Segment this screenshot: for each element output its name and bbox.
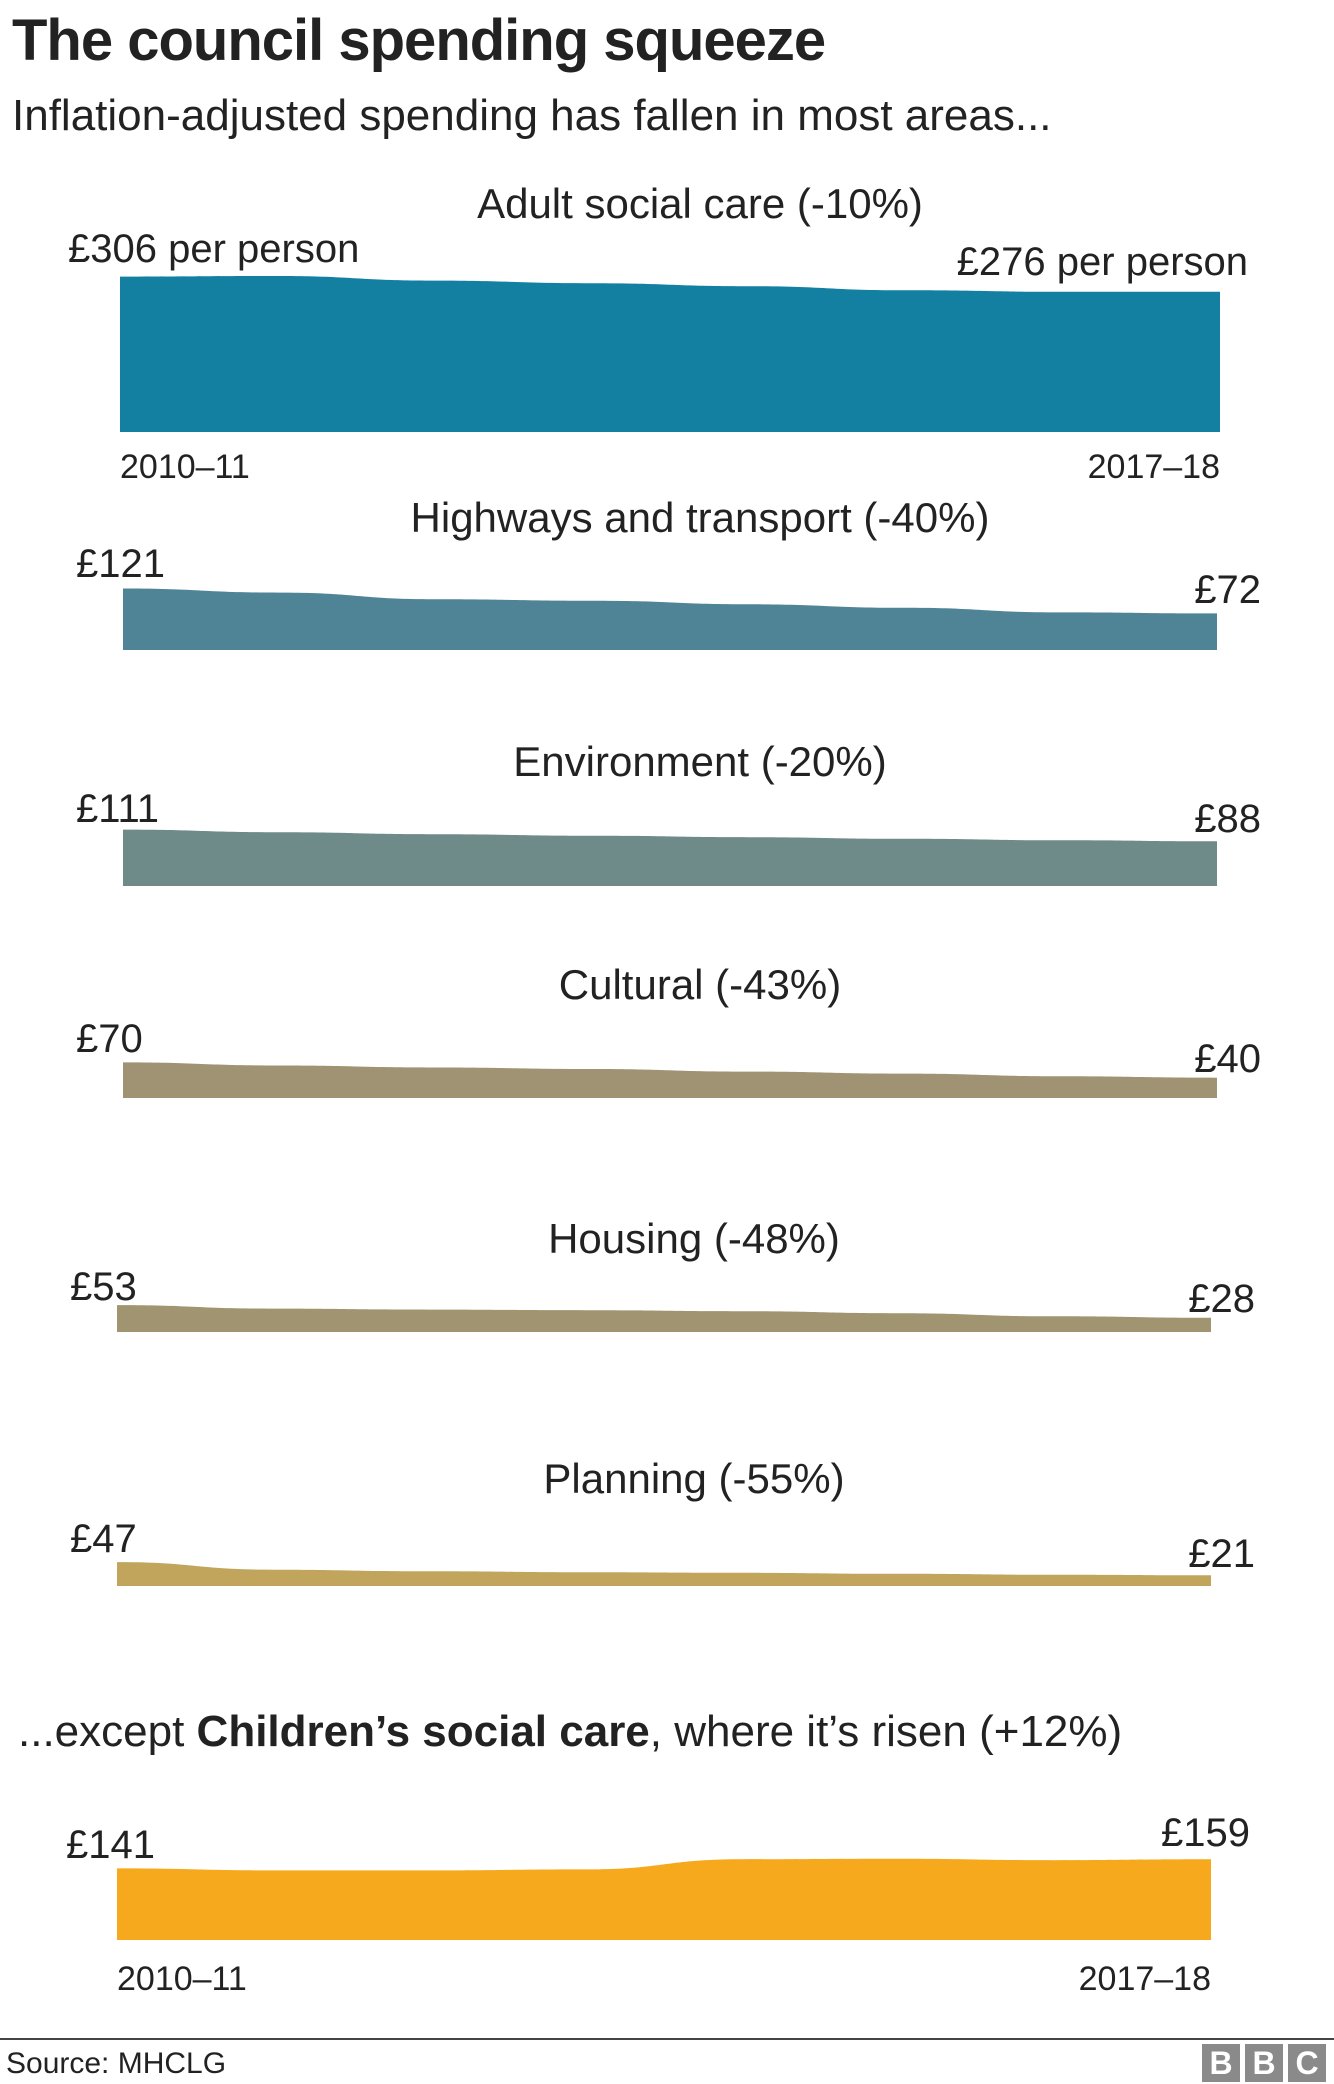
panel-title: Cultural (-43%)	[559, 961, 841, 1008]
panel-title: Adult social care (-10%)	[477, 180, 923, 227]
area-series	[117, 1858, 1211, 1940]
area-series	[120, 276, 1220, 432]
start-value-label: £121	[76, 542, 165, 586]
end-value-label: £40	[1194, 1037, 1261, 1081]
x-tick-label: 2010–11	[120, 448, 250, 486]
start-value-label: £47	[70, 1517, 137, 1561]
end-value-label: £276 per person	[957, 240, 1248, 284]
panel-title: Environment (-20%)	[513, 738, 886, 785]
except-prefix: ...except	[18, 1707, 197, 1756]
area-series	[123, 1062, 1217, 1098]
end-value-label: £21	[1188, 1532, 1255, 1576]
bbc-logo: B B C	[1202, 2044, 1326, 2082]
area-series	[117, 1305, 1211, 1332]
area-series	[117, 1562, 1211, 1586]
except-note: ...except Children’s social care, where …	[18, 1704, 1122, 1760]
except-highlight: Children’s social care	[196, 1707, 650, 1756]
start-value-label: £141	[66, 1823, 155, 1867]
end-value-label: £88	[1194, 797, 1261, 841]
x-tick-label: 2010–11	[117, 1960, 247, 1998]
start-value-label: £306 per person	[68, 227, 359, 271]
source-note: Source: MHCLG	[6, 2047, 227, 2080]
x-tick-label: 2017–18	[1079, 1960, 1211, 1998]
end-value-label: £28	[1188, 1277, 1255, 1321]
bbc-logo-letter: B	[1245, 2044, 1283, 2082]
area-charts: Adult social care (-10%) £306 per person £…	[66, 180, 1261, 1998]
x-tick-label: 2017–18	[1088, 448, 1220, 486]
except-suffix: , where it’s risen (+12%)	[649, 1707, 1123, 1756]
area-series	[123, 588, 1217, 650]
area-series	[123, 829, 1217, 886]
end-value-label: £159	[1161, 1811, 1250, 1855]
start-value-label: £70	[76, 1017, 143, 1061]
bbc-logo-letter: C	[1288, 2044, 1326, 2082]
end-value-label: £72	[1194, 568, 1261, 612]
start-value-label: £53	[70, 1265, 137, 1309]
start-value-label: £111	[76, 787, 159, 831]
chart-title: The council spending squeeze	[12, 8, 826, 73]
footer-divider	[0, 2038, 1334, 2040]
bbc-logo-letter: B	[1202, 2044, 1240, 2082]
panel-title: Housing (-48%)	[548, 1215, 840, 1262]
panel-title: Highways and transport (-40%)	[411, 494, 990, 541]
panel-title: Planning (-55%)	[543, 1455, 844, 1502]
chart-subtitle: Inflation-adjusted spending has fallen i…	[12, 91, 1052, 140]
